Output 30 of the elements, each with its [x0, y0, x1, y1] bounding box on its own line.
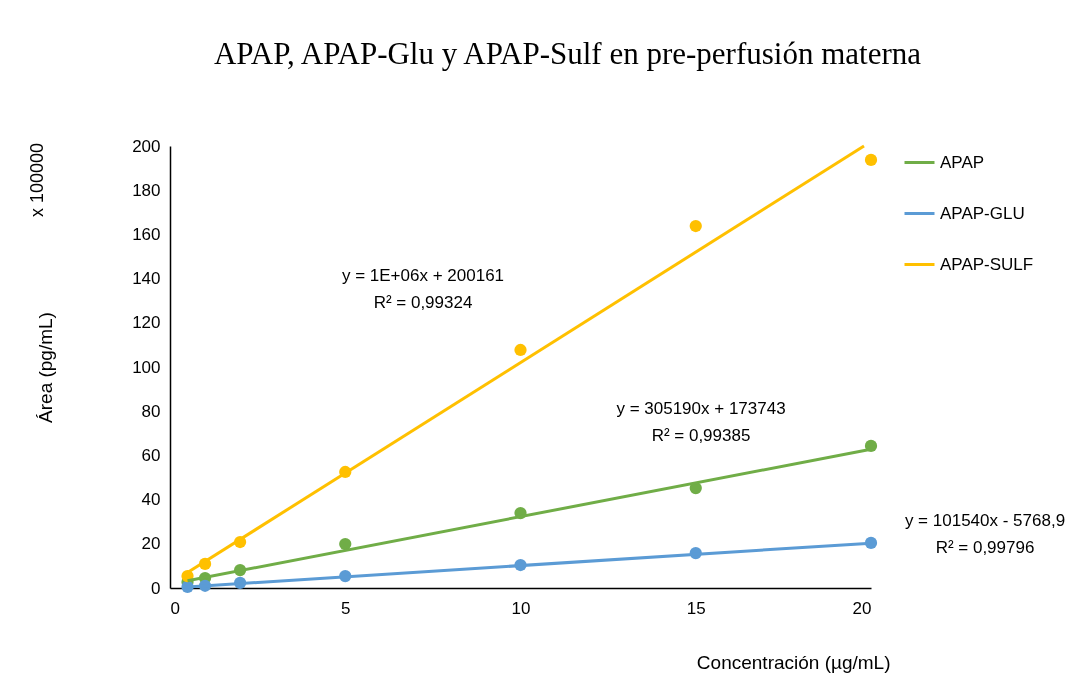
- y-axis-title: Área (pg/mL): [34, 312, 56, 423]
- x-tick-label: 10: [511, 598, 531, 618]
- text: y = 101540x - 5768,9 R² = 0,99796: [904, 511, 1066, 557]
- y-tick-label: 40: [141, 490, 161, 510]
- y-tick-label: 200: [132, 136, 161, 156]
- annotation: y = 305190x + 173743 R² = 0,99385: [616, 399, 786, 445]
- chart-title: APAP, APAP-Glu y APAP-Sulf en pre-perfusión materna: [213, 36, 922, 71]
- x-axis-title: Concentración (µg/mL): [696, 651, 891, 673]
- y-tick-label: 60: [141, 445, 161, 465]
- point: [339, 537, 352, 551]
- text: x 100000: [27, 142, 47, 218]
- y-tick-label: 160: [132, 224, 161, 244]
- x-tick-label: 15: [686, 598, 706, 618]
- point: [689, 219, 702, 233]
- annotation: y = 1E+06x + 200161 R² = 0,99324: [341, 266, 505, 312]
- x-tick-label: 5: [341, 598, 351, 618]
- legend-label: APAP: [940, 152, 985, 172]
- legend-label: APAP-GLU: [940, 203, 1025, 223]
- point: [864, 153, 878, 167]
- y-tick-label: 20: [141, 534, 161, 554]
- y-tick-label: 0: [151, 578, 161, 598]
- x-tick-label: 20: [852, 598, 872, 618]
- legend-label: APAP-SULF: [940, 254, 1034, 274]
- x-tick-label: 0: [170, 598, 180, 618]
- y-tick-label: 180: [132, 180, 161, 200]
- point: [514, 343, 527, 357]
- y-tick-label: 100: [132, 357, 161, 377]
- y-tick-label: 140: [132, 269, 161, 289]
- y-tick-label: 120: [132, 313, 161, 333]
- y-tick-label: 80: [141, 401, 161, 421]
